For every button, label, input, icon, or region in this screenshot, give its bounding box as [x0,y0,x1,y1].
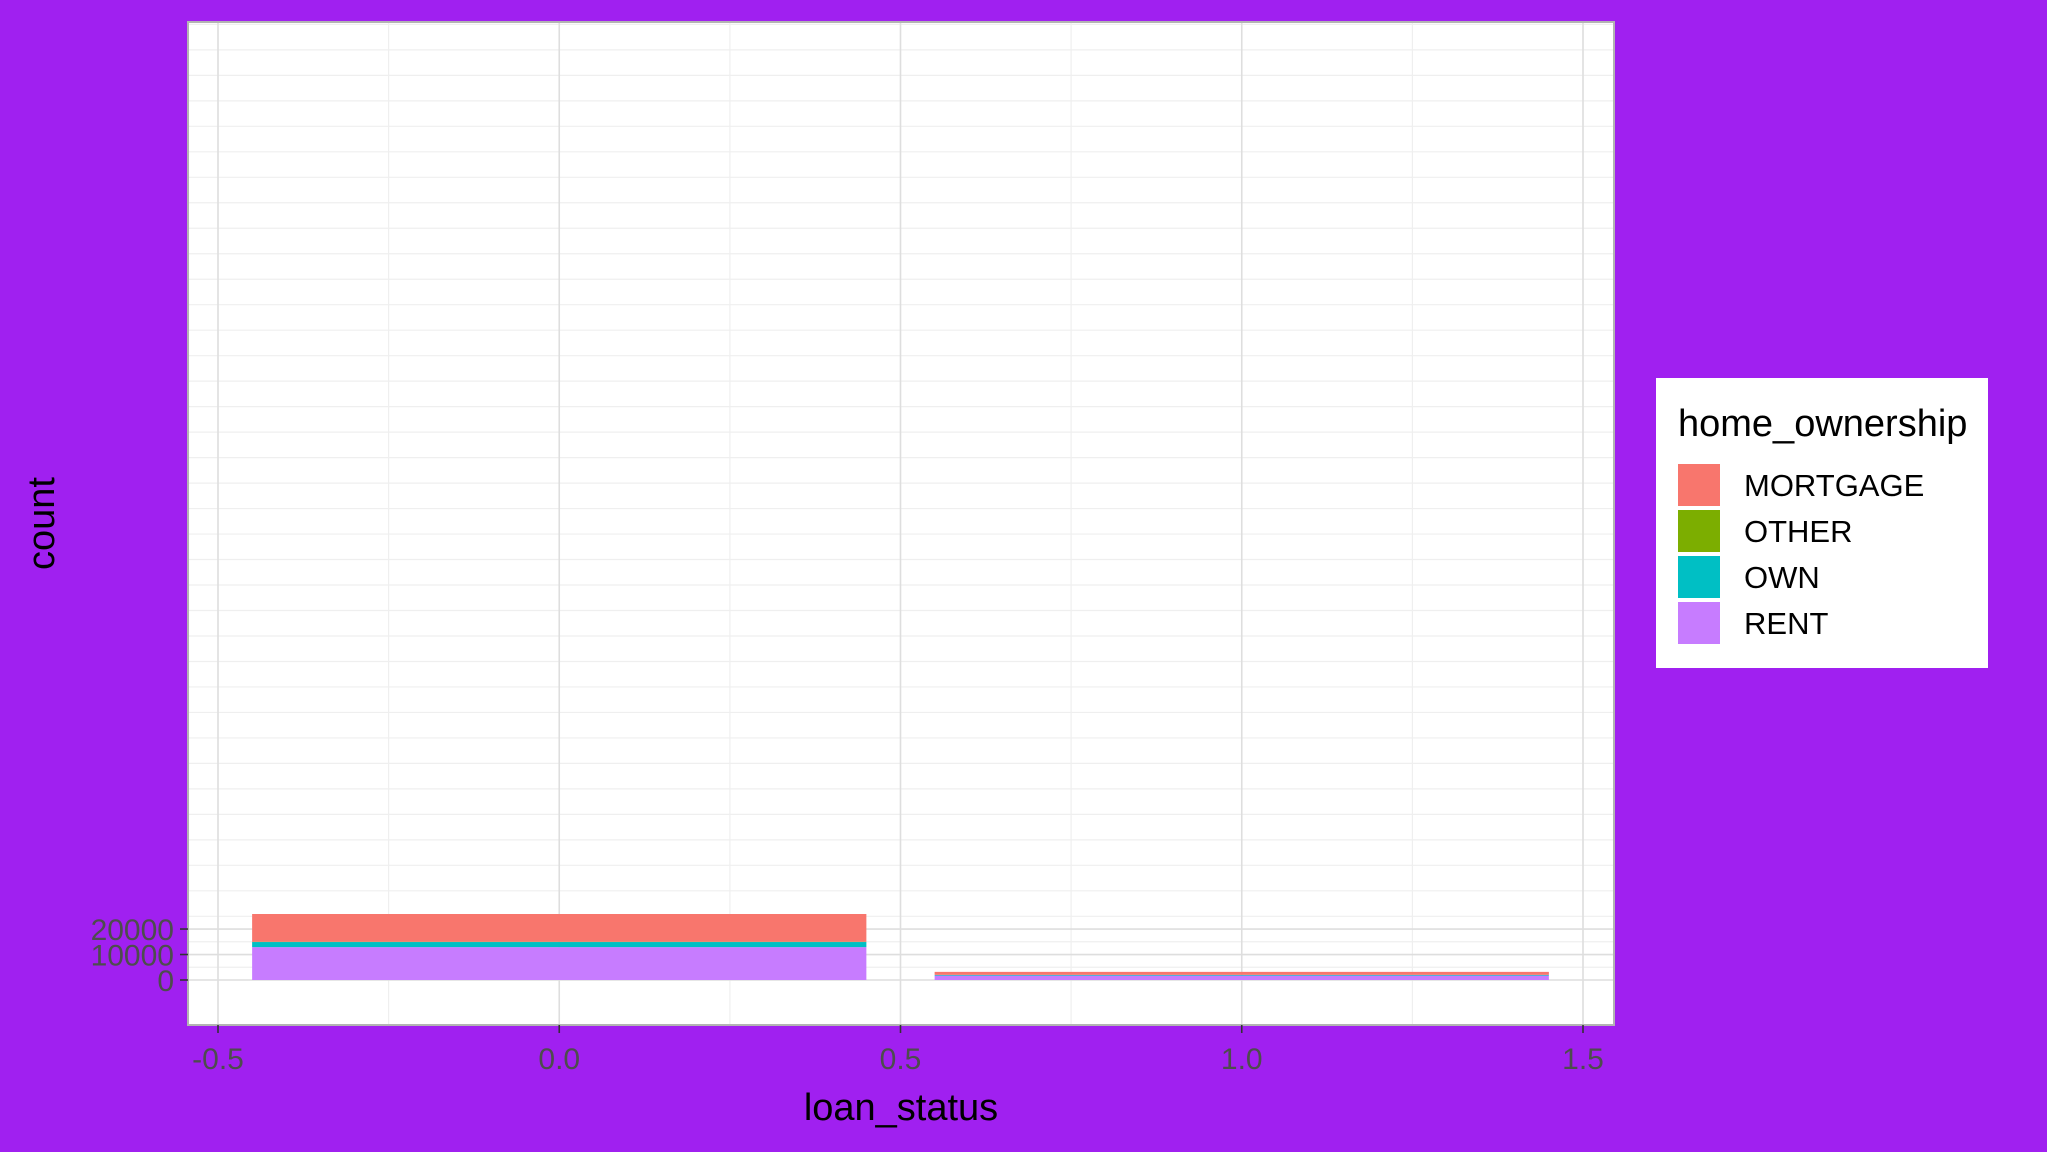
y-tick-label: 0 [157,965,174,998]
legend-key-rent [1678,602,1720,644]
x-axis-title: loan_status [804,1087,998,1129]
legend-label-other: OTHER [1744,514,1853,549]
x-tick-label: 1.0 [1221,1043,1263,1076]
legend: home_ownership MORTGAGE OTHER OWN RENT [1656,378,1988,668]
legend-key-other [1678,510,1720,552]
bar-mortgage-1 [934,971,1549,975]
bar-own-1 [934,974,1549,976]
legend-title: home_ownership [1678,403,1967,445]
y-tick-label: 10000 [91,940,174,973]
legend-key-own [1678,556,1720,598]
legend-label-own: OWN [1744,560,1820,595]
bar-own-0 [252,942,867,948]
x-tick-label: 1.5 [1562,1043,1604,1076]
legend-key-mortgage [1678,464,1720,506]
bar-rent-0 [252,947,867,980]
legend-label-rent: RENT [1744,606,1828,641]
legend-label-mortgage: MORTGAGE [1744,468,1924,503]
y-axis-title: count [21,477,63,570]
x-tick-label: 0.5 [880,1043,922,1076]
bar-mortgage-0 [252,914,867,942]
bar-rent-1 [934,975,1549,980]
legend-items: MORTGAGE OTHER OWN RENT [1678,464,1924,644]
y-tick-label: 20000 [91,914,174,947]
bars [252,914,1549,980]
x-tick-label: -0.5 [192,1043,244,1076]
x-tick-label: 0.0 [538,1043,580,1076]
